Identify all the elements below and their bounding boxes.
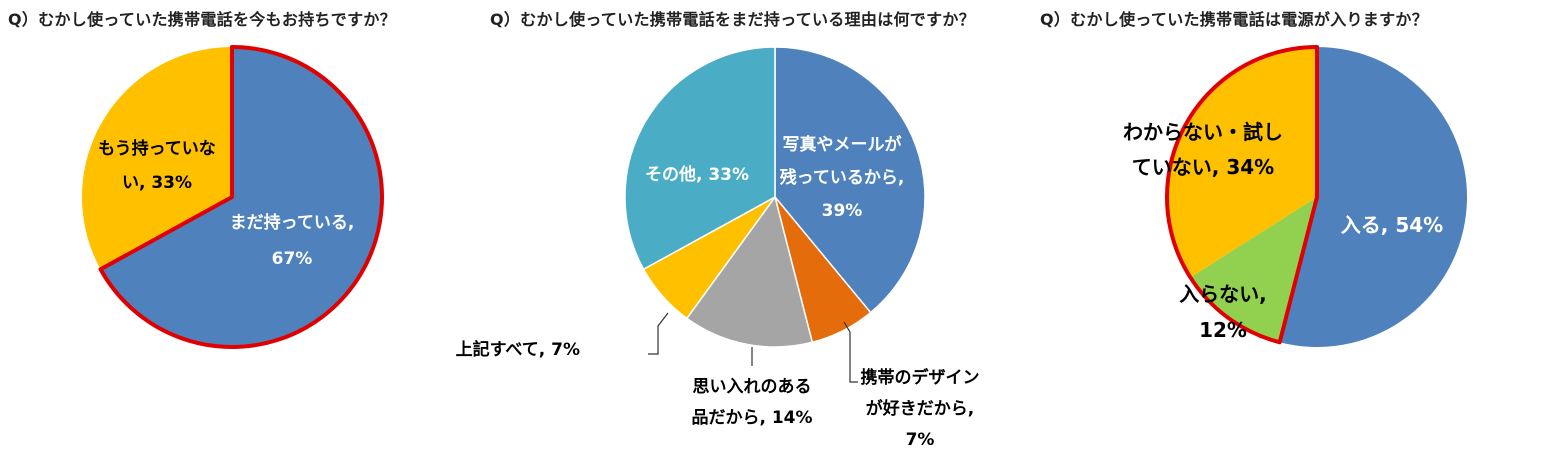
chart2-label-1: 写真やメールが残っているから, 39%: [780, 134, 905, 221]
chart2-label-3: 思い入れのある品だから, 14%: [691, 377, 812, 428]
chart1-slice-1: [100, 47, 382, 347]
chart1-slice-2: [81, 47, 232, 270]
chart2-title: Q）むかし使っていた携帯電話をまだ持っている理由は何ですか？: [490, 10, 976, 29]
chart3-label-1: 入る, 54%: [1341, 213, 1443, 237]
chart1-title: Q）むかし使っていた携帯電話を今もお持ちですか？: [8, 10, 397, 29]
chart1-label-1: まだ持っている, 67%: [230, 212, 355, 269]
chart3-slice-2: [1190, 197, 1317, 343]
chart3-slice-1: [1279, 47, 1467, 347]
chart2-leader-2: [843, 321, 858, 383]
chart2-slice-3: [685, 195, 814, 348]
chart2-slice-1: [774, 46, 926, 314]
chart1-label-2: もう持っていない, 33%: [98, 138, 216, 193]
chart3-slice-3: [1167, 47, 1317, 278]
chart3-label-2: 入らない, 12%: [1179, 282, 1267, 342]
chart1-highlight-outline: [98, 45, 384, 349]
chart2-label-2: 携帯のデザインが好きだから, 7%: [861, 367, 980, 450]
chart2-slice-5: [624, 46, 776, 271]
chart3-highlight-outline: [1165, 45, 1319, 345]
chart3-label-3: わからない・試していない, 34%: [1123, 120, 1283, 179]
chart2-label-5: その他, 33%: [645, 164, 749, 185]
chart2-leader-4: [648, 312, 669, 355]
chart3-title: Q）むかし使っていた携帯電話は電源が入りますか？: [1040, 10, 1429, 29]
chart2-label-4: 上記すべて, 7%: [456, 339, 580, 360]
